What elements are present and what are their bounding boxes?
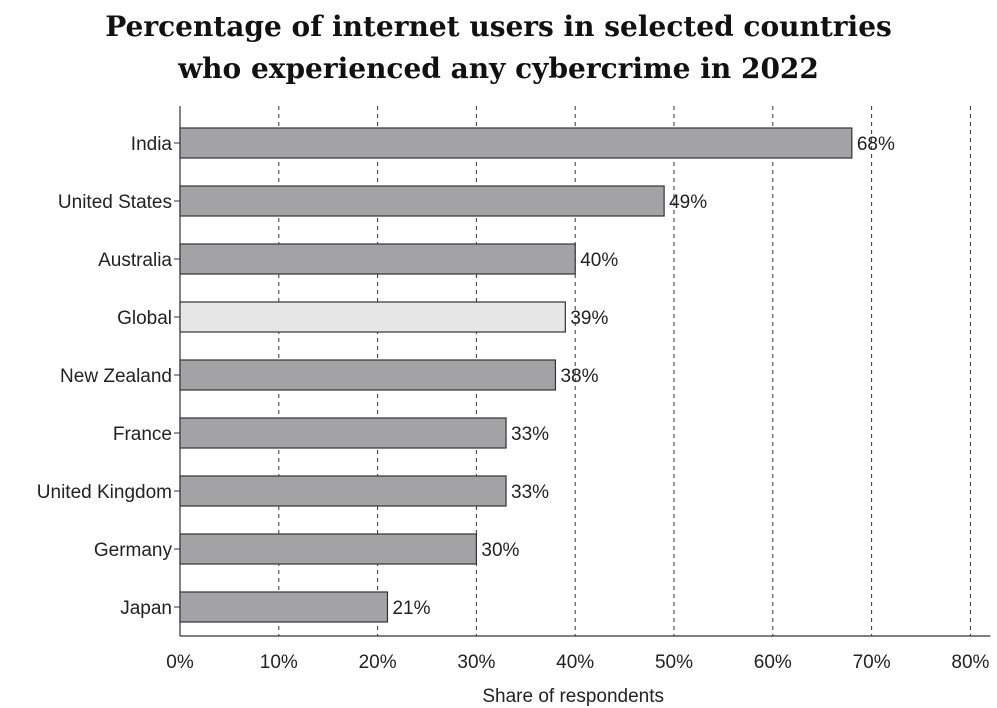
- bar-united-kingdom: [179, 475, 507, 507]
- category-label-india: India: [131, 134, 173, 155]
- category-label-germany: Germany: [94, 540, 173, 561]
- bar-new-zealand: [179, 359, 557, 391]
- bar-australia: [179, 243, 576, 275]
- x-tick-label-60: 60%: [754, 652, 792, 673]
- x-tick-label-20: 20%: [359, 652, 397, 673]
- bar-japan: [179, 591, 389, 623]
- x-tick-label-10: 10%: [260, 652, 298, 673]
- category-label-global: Global: [117, 308, 172, 329]
- chart-title-line-1: Percentage of internet users in selected…: [105, 10, 892, 43]
- category-label-united-kingdom: United Kingdom: [37, 482, 172, 503]
- x-tick-label-30: 30%: [457, 652, 495, 673]
- value-label-france: 33%: [511, 424, 549, 445]
- value-label-united-kingdom: 33%: [511, 482, 549, 503]
- bar-global: [179, 301, 566, 333]
- x-tick-label-80: 80%: [951, 652, 989, 673]
- category-label-japan: Japan: [120, 598, 172, 619]
- category-label-australia: Australia: [98, 250, 172, 271]
- bar-india: [179, 127, 853, 159]
- category-label-united-states: United States: [58, 192, 172, 213]
- chart-title-line-2: who experienced any cybercrime in 2022: [178, 52, 819, 85]
- x-axis-title: Share of respondents: [482, 686, 664, 707]
- value-label-india: 68%: [857, 134, 895, 155]
- value-label-australia: 40%: [580, 250, 618, 271]
- x-tick-label-0: 0%: [166, 652, 194, 673]
- bar-germany: [179, 533, 477, 565]
- value-label-new-zealand: 38%: [560, 366, 598, 387]
- value-label-global: 39%: [570, 308, 608, 329]
- value-label-germany: 30%: [481, 540, 519, 561]
- x-tick-label-40: 40%: [556, 652, 594, 673]
- value-label-united-states: 49%: [669, 192, 707, 213]
- chart-title: Percentage of internet users in selected…: [0, 6, 997, 90]
- x-tick-label-70: 70%: [853, 652, 891, 673]
- category-label-france: France: [113, 424, 172, 445]
- x-tick-label-50: 50%: [655, 652, 693, 673]
- bar-france: [179, 417, 507, 449]
- category-label-new-zealand: New Zealand: [60, 366, 172, 387]
- value-label-japan: 21%: [392, 598, 430, 619]
- bar-united-states: [179, 185, 665, 217]
